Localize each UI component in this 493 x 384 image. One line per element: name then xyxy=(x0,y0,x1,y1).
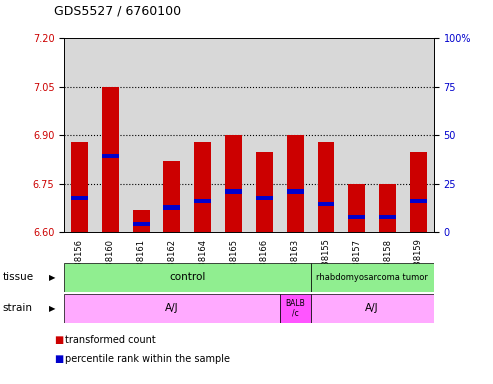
Text: A/J: A/J xyxy=(165,303,179,313)
Text: transformed count: transformed count xyxy=(65,335,156,345)
Bar xyxy=(187,38,218,232)
Text: GDS5527 / 6760100: GDS5527 / 6760100 xyxy=(54,4,181,17)
Bar xyxy=(71,196,88,200)
Bar xyxy=(280,294,311,323)
Bar xyxy=(256,152,273,232)
Bar xyxy=(164,161,180,232)
Text: ■: ■ xyxy=(54,354,64,364)
Bar xyxy=(256,196,273,200)
Bar xyxy=(410,199,427,203)
Bar xyxy=(133,222,149,226)
Bar xyxy=(379,215,396,219)
Text: BALB
/c: BALB /c xyxy=(285,299,305,317)
Text: ■: ■ xyxy=(54,335,64,345)
Bar xyxy=(410,199,427,203)
Bar xyxy=(194,142,211,232)
Bar xyxy=(164,205,180,210)
Bar xyxy=(256,196,273,200)
Bar xyxy=(225,135,242,232)
Text: rhabdomyosarcoma tumor: rhabdomyosarcoma tumor xyxy=(317,273,428,282)
Bar xyxy=(311,294,434,323)
Bar xyxy=(64,38,95,232)
Bar xyxy=(164,205,180,210)
Bar xyxy=(403,38,434,232)
Bar xyxy=(379,184,396,232)
Bar xyxy=(317,202,334,207)
Bar xyxy=(287,189,304,194)
Bar xyxy=(349,184,365,232)
Bar xyxy=(349,215,365,219)
Bar xyxy=(249,38,280,232)
Bar xyxy=(133,222,149,226)
Text: ▶: ▶ xyxy=(48,273,55,282)
Bar xyxy=(102,87,119,232)
Bar xyxy=(102,154,119,158)
Bar xyxy=(157,38,187,232)
Bar xyxy=(311,263,434,292)
Bar xyxy=(194,142,211,232)
Text: strain: strain xyxy=(2,303,33,313)
Text: percentile rank within the sample: percentile rank within the sample xyxy=(65,354,230,364)
Bar xyxy=(256,152,273,232)
Bar xyxy=(349,215,365,219)
Bar xyxy=(102,87,119,232)
Bar xyxy=(95,38,126,232)
Bar xyxy=(287,189,304,194)
Bar xyxy=(194,199,211,203)
Bar xyxy=(218,38,249,232)
Text: ▶: ▶ xyxy=(48,304,55,313)
Bar xyxy=(64,294,280,323)
Bar xyxy=(64,263,311,292)
Bar xyxy=(71,142,88,232)
Text: A/J: A/J xyxy=(365,303,379,313)
Bar xyxy=(133,210,149,232)
Bar xyxy=(71,196,88,200)
Bar xyxy=(133,210,149,232)
Bar xyxy=(280,38,311,232)
Bar xyxy=(410,152,427,232)
Bar xyxy=(287,135,304,232)
Bar xyxy=(341,38,372,232)
Bar xyxy=(287,135,304,232)
Bar xyxy=(225,189,242,194)
Text: tissue: tissue xyxy=(2,272,34,283)
Bar xyxy=(126,38,157,232)
Bar xyxy=(410,152,427,232)
Text: control: control xyxy=(169,272,206,283)
Bar xyxy=(379,215,396,219)
Bar xyxy=(164,161,180,232)
Bar xyxy=(372,38,403,232)
Bar xyxy=(102,154,119,158)
Bar xyxy=(317,142,334,232)
Bar xyxy=(311,38,341,232)
Bar xyxy=(317,202,334,207)
Bar xyxy=(317,142,334,232)
Bar xyxy=(349,184,365,232)
Bar xyxy=(71,142,88,232)
Bar xyxy=(379,184,396,232)
Bar xyxy=(225,135,242,232)
Bar xyxy=(194,199,211,203)
Bar xyxy=(225,189,242,194)
